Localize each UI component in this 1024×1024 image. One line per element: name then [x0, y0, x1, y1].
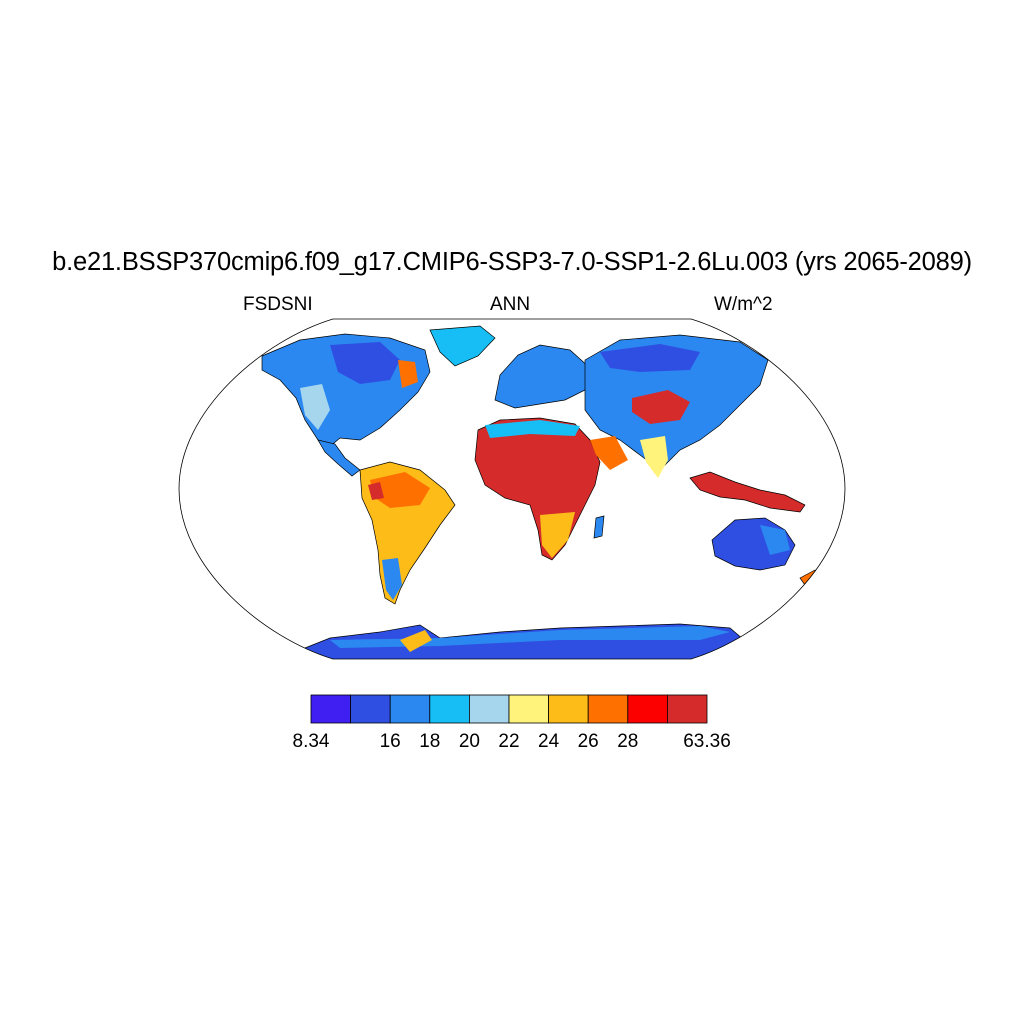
india-patch: [640, 436, 668, 478]
patagonia-patch: [382, 558, 402, 600]
colorbar-label: 63.36: [683, 731, 731, 752]
amazon-patch: [370, 472, 430, 508]
colorbar-box: [389, 694, 431, 724]
variable-name: FSDSNI: [243, 294, 313, 315]
plot-title: b.e21.BSSP370cmip6.f09_g17.CMIP6-SSP3-7.…: [52, 248, 972, 276]
colorbar-label: 18: [419, 731, 441, 752]
colorbar-label: 8.34: [292, 731, 330, 752]
indonesia: [689, 471, 806, 513]
madagascar: [593, 515, 605, 539]
map-field: [261, 325, 821, 659]
colorbar-label: 16: [379, 731, 401, 752]
units-label: W/m^2: [714, 294, 773, 315]
canada-patch: [330, 342, 400, 384]
central-america: [317, 439, 361, 477]
colorbar-label: 24: [538, 731, 560, 752]
antarctic-coast-band: [330, 626, 730, 648]
colorbar-box: [627, 694, 668, 724]
siberia-patch: [600, 344, 700, 372]
season-label: ANN: [490, 294, 531, 315]
north-africa-band: [485, 420, 580, 438]
colorbar-box: [310, 694, 351, 724]
colorbar-box: [429, 694, 470, 724]
greenland: [429, 325, 496, 367]
colorbar-label: 28: [617, 731, 639, 752]
south-africa-patch: [540, 512, 575, 558]
central-asia-hot: [632, 390, 690, 424]
colorbar-label: 20: [458, 731, 480, 752]
australia-east-patch: [760, 525, 790, 555]
colorbar-box: [548, 694, 589, 724]
hudson-patch: [398, 360, 418, 388]
colorbar-box: [508, 694, 549, 724]
colorbar-box: [350, 694, 391, 724]
colorbar-label: 22: [498, 731, 520, 752]
map-border: [178, 318, 846, 660]
andes-patch: [368, 482, 384, 500]
antarctic-peninsula: [400, 630, 432, 652]
colorbar-box: [587, 694, 629, 724]
us-west-patch: [300, 384, 330, 430]
colorbar-box: [667, 694, 708, 724]
colorbar-box: [468, 694, 510, 724]
arabia-patch: [590, 436, 628, 470]
colorbar-label: 26: [577, 731, 599, 752]
